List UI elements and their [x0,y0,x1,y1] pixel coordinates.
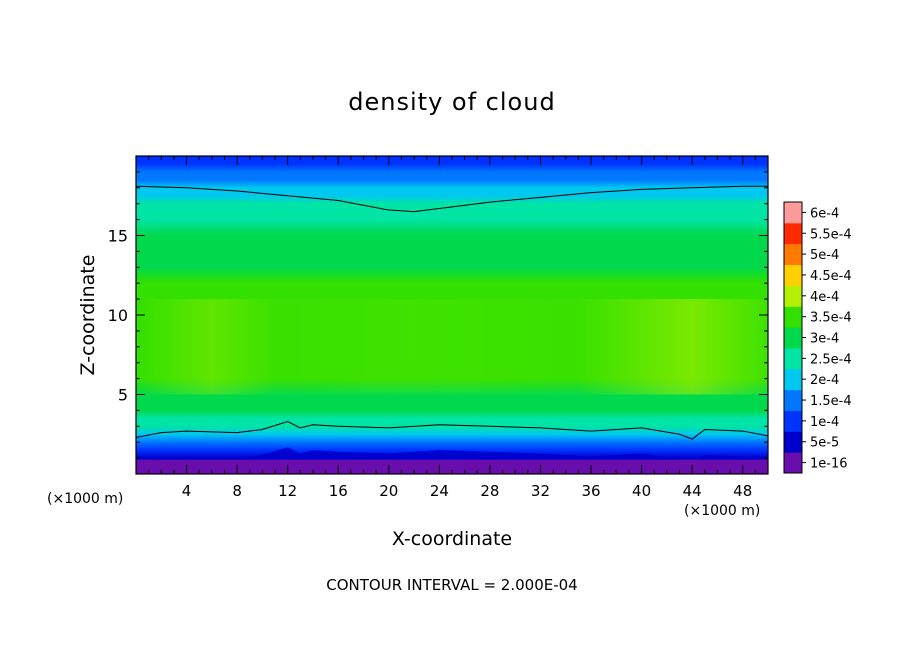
x-tick-label: 8 [232,482,242,500]
colorbar-label: 1e-4 [810,415,839,430]
x-tick-label: 40 [632,482,651,500]
x-tick-label: 36 [581,482,600,500]
x-tick-label: 44 [683,482,702,500]
colorbar-label: 6e-4 [810,206,839,221]
ground-layer [136,459,768,474]
colorbar-label: 2e-4 [810,373,839,388]
contour-interval-note: CONTOUR INTERVAL = 2.000E-04 [326,576,578,594]
colorbar-swatch [784,222,802,245]
colorbar-swatch [784,264,802,286]
colorbar-swatch [784,368,802,391]
colorbar-swatch [784,347,802,370]
density-maximum-band [136,299,768,395]
colorbar-label: 5e-5 [810,436,839,451]
colorbar: 1e-16 5e-5 1e-4 1.5e-4 2e-4 2.5e-4 3e-4 3.5e-4 4… [783,201,852,474]
x-tick-label: 20 [379,482,398,500]
x-tick-label: 4 [182,482,192,500]
y-tick-label: 5 [118,386,128,405]
colorbar-label: 4.5e-4 [810,269,852,284]
colorbar-swatch [784,431,802,453]
chart-title: density of cloud [348,88,556,116]
y-tick-label: 10 [108,306,128,325]
contour-line [135,420,769,440]
x-tick-label: 48 [733,482,752,500]
x-tick-label: 32 [531,482,550,500]
colorbar-label: 5e-4 [810,248,839,263]
colorbar-label: 3e-4 [810,332,839,347]
colorbar-label: 5.5e-4 [810,227,852,242]
x-axis-label: X-coordinate [391,528,513,550]
colorbar-swatch [784,452,802,474]
colorbar-swatch [784,389,802,411]
colorbar-swatch [784,306,802,328]
x-tick-label: 28 [480,482,499,500]
x-tick-label: 24 [430,482,449,500]
colorbar-label: 1e-16 [810,457,848,472]
x-unit-label-left: (×1000 m) [47,491,124,507]
colorbar-label: 3.5e-4 [810,311,852,326]
contour-line [135,185,768,213]
y-tick-label: 15 [108,227,128,246]
colorbar-label: 2.5e-4 [810,352,852,367]
colorbar-label: 1.5e-4 [810,394,852,409]
colorbar-swatch [784,202,802,224]
colorbar-swatch [784,285,802,307]
x-tick-label: 12 [278,482,297,500]
colorbar-swatch [784,243,802,266]
x-unit-label-right: (×1000 m) [684,503,761,519]
colorbar-swatch [784,327,802,349]
colorbar-swatch [784,410,802,432]
colorbar-label: 4e-4 [810,290,839,305]
x-tick-label: 16 [329,482,348,500]
